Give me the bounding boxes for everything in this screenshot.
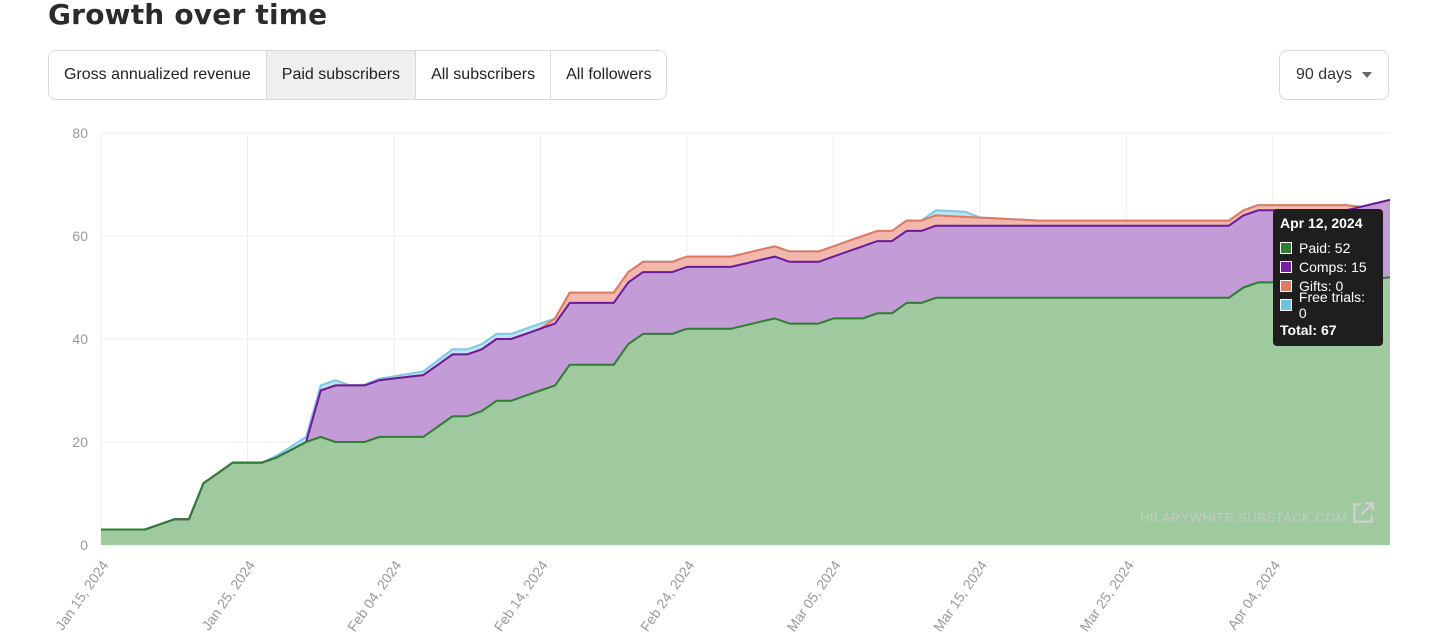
x-tick-label: Mar 15, 2024 bbox=[930, 557, 991, 634]
watermark: HILARYWHITE.SUBSTACK.COM bbox=[1140, 510, 1348, 525]
external-link-icon[interactable] bbox=[1350, 500, 1376, 526]
range-dropdown[interactable]: 90 days bbox=[1279, 50, 1389, 100]
tooltip-row-free-trials: Free trials: 0 bbox=[1280, 289, 1376, 321]
x-tick-label: Feb 04, 2024 bbox=[344, 557, 405, 634]
tooltip-total: Total: 67 bbox=[1280, 322, 1337, 338]
line-paid bbox=[101, 276, 1391, 531]
tooltip-free-trials-label: Free trials: 0 bbox=[1298, 288, 1366, 321]
x-tick-label: Jan 15, 2024 bbox=[52, 557, 112, 633]
tooltip-row-gifts: Gifts: 0 bbox=[1280, 276, 1376, 295]
x-tick-label: Mar 25, 2024 bbox=[1076, 557, 1137, 634]
x-tick-label: Apr 04, 2024 bbox=[1224, 557, 1283, 632]
tab-all-followers[interactable]: All followers bbox=[566, 66, 652, 83]
x-tick-label: Feb 14, 2024 bbox=[490, 557, 551, 634]
comps-swatch bbox=[1280, 260, 1292, 273]
area-comps bbox=[101, 199, 1390, 530]
x-axis: Jan 15, 2024 Jan 25, 2024 Feb 04, 2024 Feb … bbox=[52, 557, 1283, 634]
y-tick-label: 60 bbox=[72, 228, 88, 244]
chart-areas bbox=[101, 199, 1390, 545]
y-axis: 0 20 40 60 80 bbox=[72, 125, 88, 553]
y-tick-label: 40 bbox=[72, 331, 88, 347]
tab-all-subscribers[interactable]: All subscribers bbox=[416, 51, 552, 99]
x-tick-label: Feb 24, 2024 bbox=[637, 557, 698, 634]
tooltip-gifts-label: Gifts: 0 bbox=[1299, 277, 1344, 294]
x-tick-label: Mar 05, 2024 bbox=[783, 557, 844, 634]
tab-gross-annualized-revenue[interactable]: Gross annualized revenue bbox=[49, 51, 267, 99]
tab-paid-subscribers[interactable]: Paid subscribers bbox=[266, 51, 417, 99]
x-tick-label: Jan 25, 2024 bbox=[198, 557, 258, 633]
paid-swatch bbox=[1280, 241, 1292, 254]
gifts-swatch bbox=[1280, 279, 1292, 292]
area-paid bbox=[101, 277, 1390, 545]
y-tick-label: 0 bbox=[80, 537, 88, 553]
chart-lines bbox=[101, 198, 1391, 531]
line-comps bbox=[101, 198, 1391, 531]
y-tick-label: 80 bbox=[72, 125, 88, 141]
range-label: 90 days bbox=[1295, 66, 1353, 83]
metric-tabs: Gross annualized revenue Paid subscriber… bbox=[48, 50, 668, 100]
chart-tooltip: Apr 12, 2024 Paid: 52 Comps: 15 Gifts: 0… bbox=[1273, 209, 1383, 346]
tooltip-row-paid: Paid: 52 bbox=[1280, 238, 1376, 257]
tooltip-paid-label: Paid: 52 bbox=[1299, 239, 1351, 256]
tooltip-comps-label: Comps: 15 bbox=[1299, 258, 1367, 275]
y-tick-label: 20 bbox=[72, 434, 88, 450]
caret-down-icon bbox=[1362, 72, 1373, 78]
free-trials-swatch bbox=[1280, 298, 1292, 311]
page-title: Growth over time bbox=[48, 0, 328, 31]
tooltip-row-comps: Comps: 15 bbox=[1280, 257, 1376, 276]
tooltip-date: Apr 12, 2024 bbox=[1280, 215, 1363, 231]
